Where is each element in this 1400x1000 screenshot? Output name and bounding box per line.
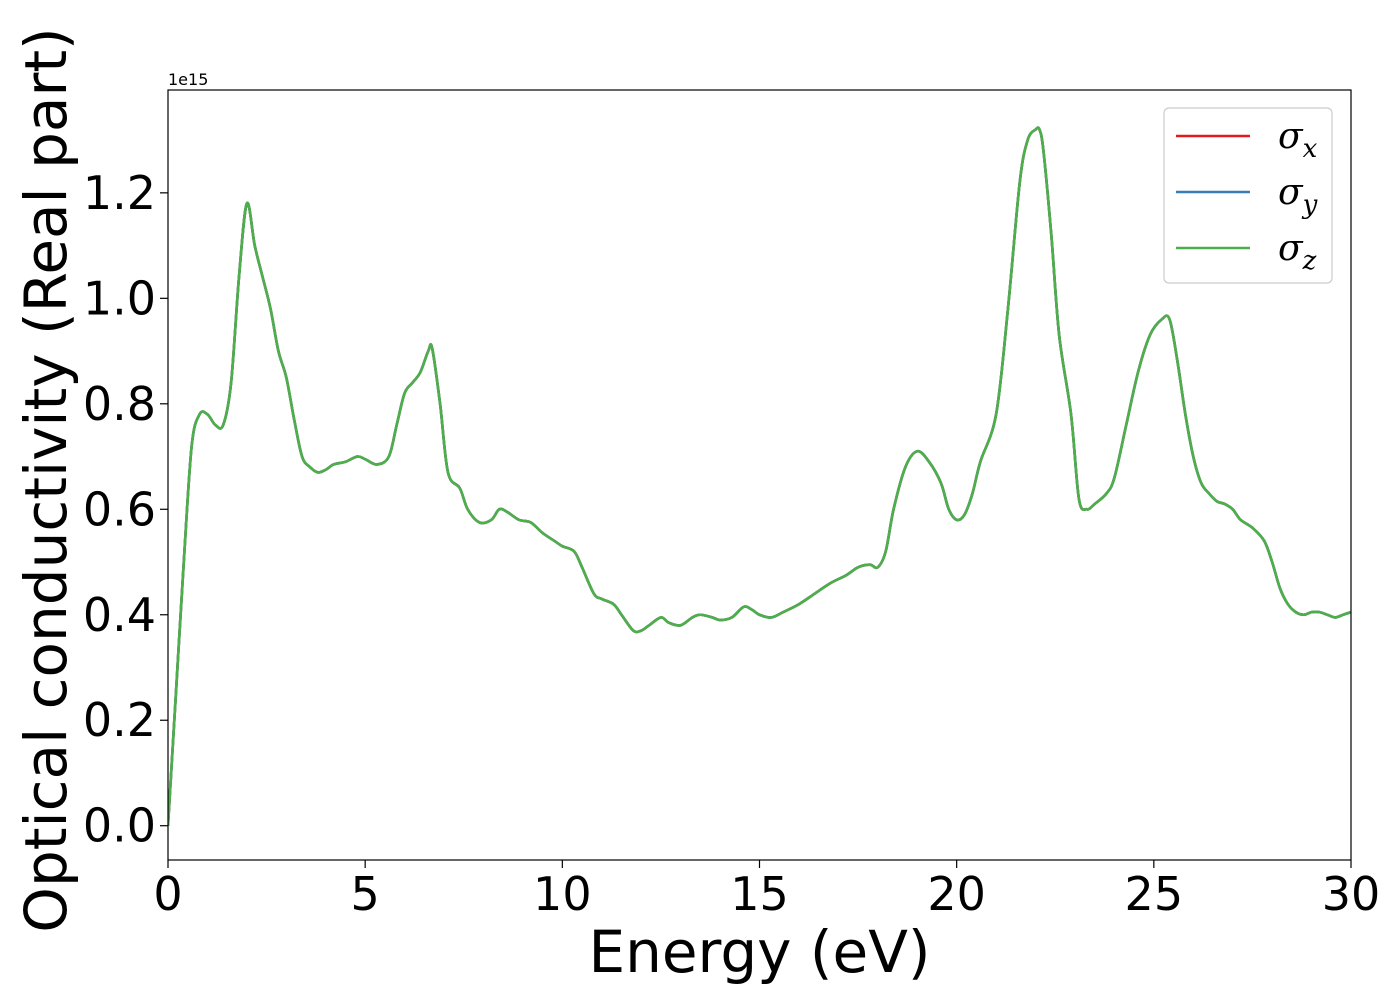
legend-label-z: σz bbox=[1278, 228, 1317, 276]
legend-box bbox=[1163, 107, 1333, 284]
legend-symbol: σ bbox=[1278, 116, 1304, 157]
legend-label-x: σx bbox=[1278, 116, 1318, 164]
x-tick-label: 20 bbox=[927, 867, 986, 921]
legend-label-y: σy bbox=[1278, 172, 1318, 220]
y-axis-title: Optical conductivity (Real part) bbox=[12, 27, 80, 932]
y-tick-label: 0.0 bbox=[83, 799, 156, 853]
y-tick-label: 0.2 bbox=[83, 693, 156, 747]
y-tick-label: 0.4 bbox=[83, 588, 156, 642]
legend-symbol: σ bbox=[1278, 172, 1304, 213]
x-tick-label: 10 bbox=[533, 867, 592, 921]
x-tick-label: 5 bbox=[351, 867, 380, 921]
y-tick-label: 0.8 bbox=[83, 377, 156, 431]
x-axis-title: Energy (eV) bbox=[588, 918, 930, 986]
legend-symbol: σ bbox=[1278, 228, 1304, 269]
y-tick-label: 1.2 bbox=[83, 166, 156, 220]
y-tick-label: 0.6 bbox=[83, 482, 156, 536]
x-tick-label: 30 bbox=[1322, 867, 1381, 921]
plot-area bbox=[168, 126, 1351, 826]
axis-ticks: 0 5 10 15 20 25 30 0.0 0.2 0.4 0.6 0.8 1.0 1.2 bbox=[83, 166, 1380, 921]
x-tick-label: 15 bbox=[730, 867, 789, 921]
legend-subscript: z bbox=[1302, 246, 1317, 276]
legend-subscript: y bbox=[1302, 190, 1318, 220]
plot-frame bbox=[167, 89, 1352, 861]
y-offset-label: 1e15 bbox=[168, 70, 208, 89]
x-tick-label: 25 bbox=[1125, 867, 1184, 921]
series-line-z bbox=[168, 126, 1351, 826]
y-tick-label: 1.0 bbox=[83, 271, 156, 325]
legend-subscript: x bbox=[1303, 134, 1318, 164]
x-tick-label: 0 bbox=[153, 867, 182, 921]
